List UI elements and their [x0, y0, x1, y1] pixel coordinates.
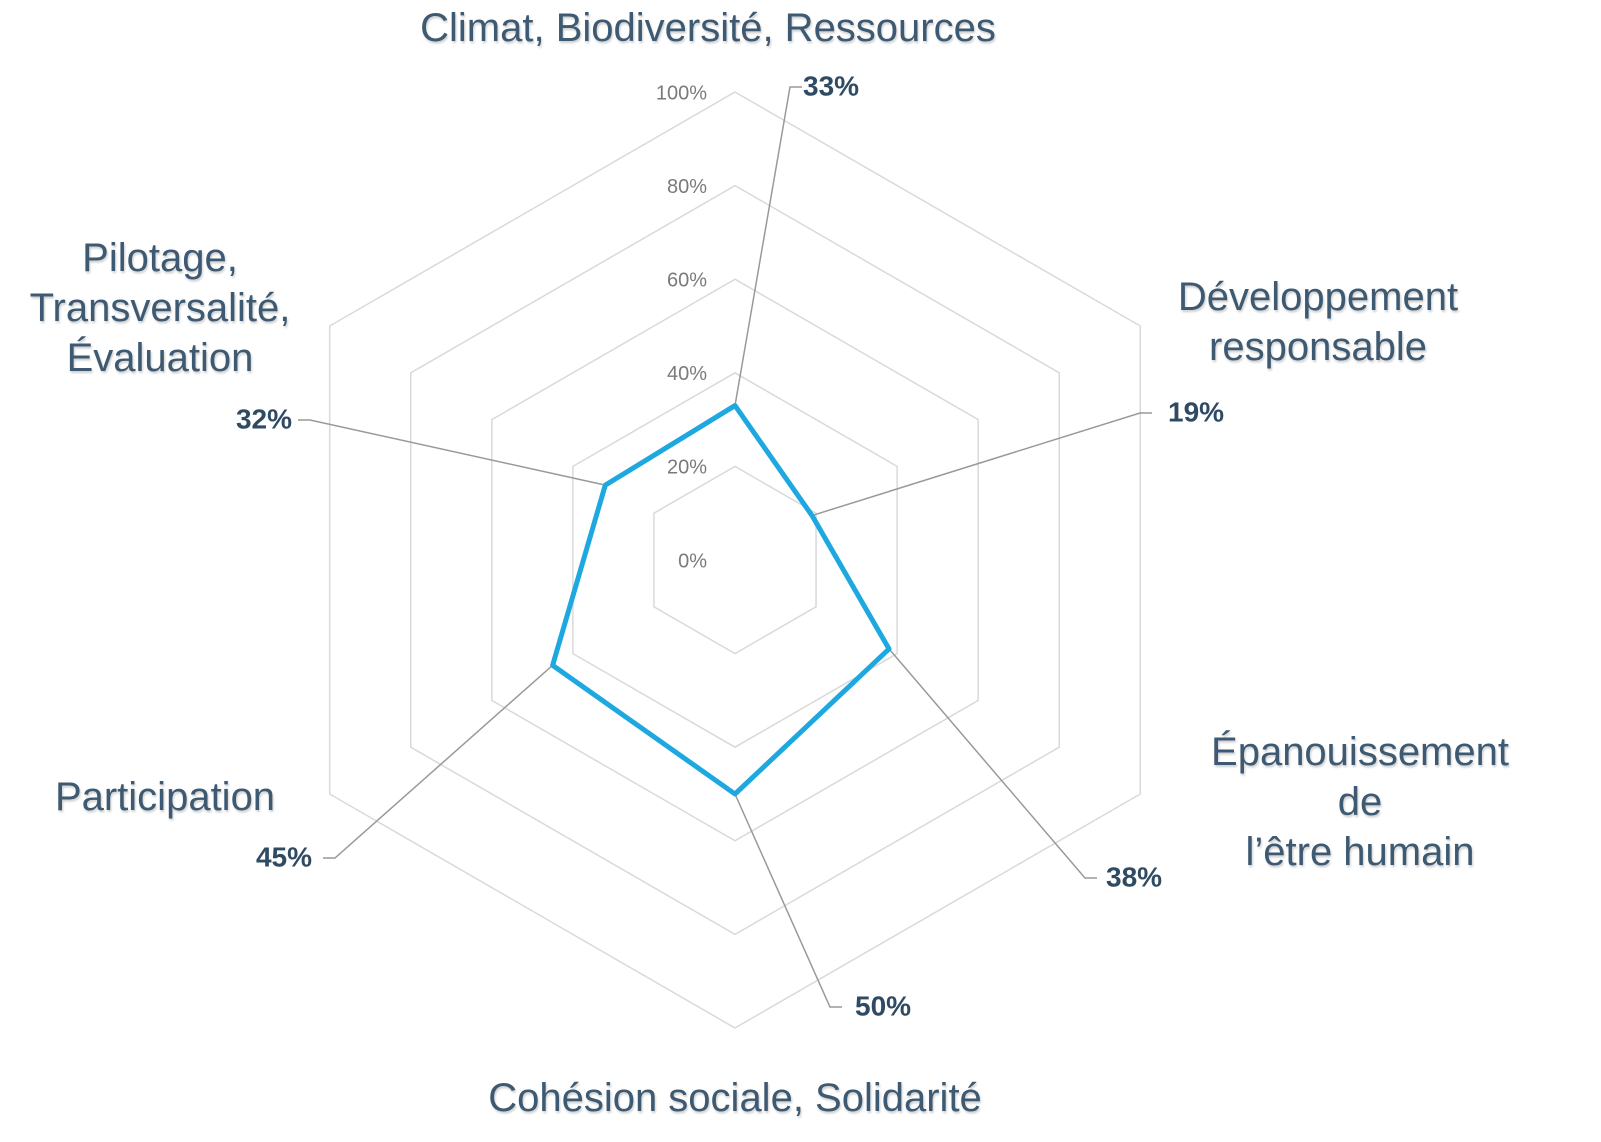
- category-label: Participation: [54, 775, 276, 819]
- grid-ring: [410, 184, 1060, 936]
- value-label: 38%: [1106, 861, 1162, 892]
- category-label: Épanouissement de l’être humain: [1211, 730, 1509, 874]
- tick-label: 0%: [678, 550, 707, 572]
- category-label: Climat, Biodiversité, Ressources: [420, 6, 996, 50]
- leader-line: [298, 419, 606, 486]
- leader-line: [888, 648, 1097, 879]
- tick-label: 60%: [667, 269, 707, 291]
- category-label: Développement responsable: [1177, 275, 1459, 369]
- value-label: 33%: [803, 70, 859, 101]
- grid-ring: [328, 91, 1142, 1029]
- leader-line: [734, 86, 802, 406]
- value-label: 45%: [256, 841, 312, 872]
- grid-ring: [491, 278, 979, 842]
- tick-label: 80%: [667, 176, 707, 198]
- grid-ring: [572, 371, 898, 749]
- leader-line: [734, 793, 842, 1008]
- tick-label: 20%: [667, 457, 707, 479]
- category-label: Pilotage, Transversalité, Évaluation: [29, 236, 291, 380]
- grid-ring: [653, 465, 817, 655]
- value-label: 19%: [1168, 396, 1224, 427]
- value-label: 32%: [236, 403, 292, 434]
- tick-label: 40%: [667, 363, 707, 385]
- category-label: Cohésion sociale, Solidarité: [488, 1076, 982, 1120]
- value-label: 50%: [855, 990, 911, 1021]
- leader-line: [811, 412, 1152, 517]
- tick-label: 100%: [656, 82, 707, 104]
- leader-line: [323, 664, 554, 859]
- series-line: [550, 403, 892, 797]
